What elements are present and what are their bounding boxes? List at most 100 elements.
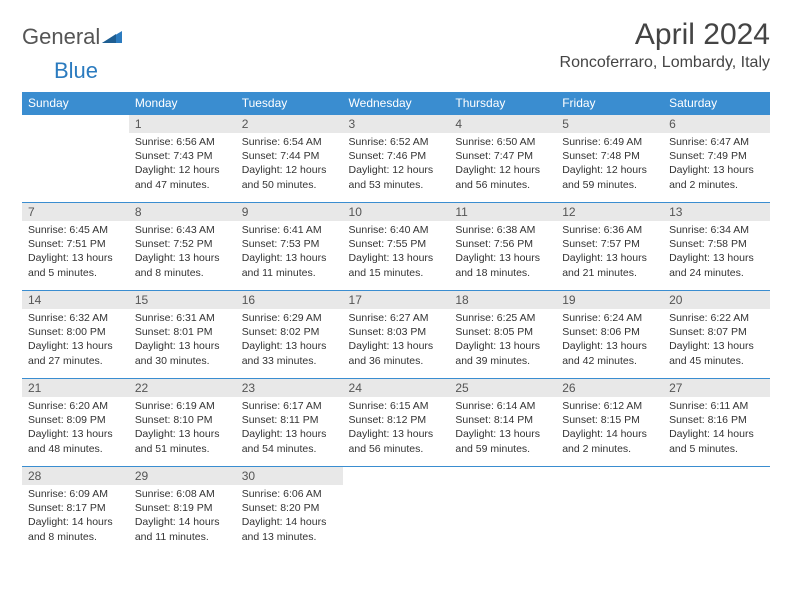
day-number: 1 <box>129 114 236 133</box>
day-line-ss: Sunset: 7:46 PM <box>349 149 444 163</box>
day-line-d1: Daylight: 13 hours <box>135 251 230 265</box>
day-line-sr: Sunrise: 6:47 AM <box>669 135 764 149</box>
day-line-d1: Daylight: 13 hours <box>135 339 230 353</box>
day-line-d1: Daylight: 14 hours <box>28 515 123 529</box>
calendar-day-cell: 13Sunrise: 6:34 AMSunset: 7:58 PMDayligh… <box>663 202 770 290</box>
day-number-empty <box>663 466 770 485</box>
day-line-sr: Sunrise: 6:22 AM <box>669 311 764 325</box>
calendar-day-cell: 22Sunrise: 6:19 AMSunset: 8:10 PMDayligh… <box>129 378 236 466</box>
day-line-d1: Daylight: 13 hours <box>28 427 123 441</box>
month-title: April 2024 <box>560 18 770 52</box>
day-line-d2: and 5 minutes. <box>669 442 764 456</box>
day-line-d2: and 53 minutes. <box>349 178 444 192</box>
day-line-d2: and 5 minutes. <box>28 266 123 280</box>
day-line-d2: and 39 minutes. <box>455 354 550 368</box>
day-details: Sunrise: 6:08 AMSunset: 8:19 PMDaylight:… <box>129 485 236 548</box>
day-line-d2: and 33 minutes. <box>242 354 337 368</box>
day-line-sr: Sunrise: 6:49 AM <box>562 135 657 149</box>
day-details: Sunrise: 6:38 AMSunset: 7:56 PMDaylight:… <box>449 221 556 284</box>
day-line-sr: Sunrise: 6:41 AM <box>242 223 337 237</box>
day-line-d2: and 45 minutes. <box>669 354 764 368</box>
day-line-ss: Sunset: 8:02 PM <box>242 325 337 339</box>
weekday-header: Monday <box>129 92 236 114</box>
day-details: Sunrise: 6:12 AMSunset: 8:15 PMDaylight:… <box>556 397 663 460</box>
day-line-d1: Daylight: 12 hours <box>242 163 337 177</box>
day-line-d1: Daylight: 13 hours <box>562 339 657 353</box>
day-line-d1: Daylight: 14 hours <box>562 427 657 441</box>
day-details: Sunrise: 6:36 AMSunset: 7:57 PMDaylight:… <box>556 221 663 284</box>
day-line-ss: Sunset: 8:09 PM <box>28 413 123 427</box>
calendar-day-cell: 5Sunrise: 6:49 AMSunset: 7:48 PMDaylight… <box>556 114 663 202</box>
day-number: 5 <box>556 114 663 133</box>
day-number: 9 <box>236 202 343 221</box>
calendar-day-cell: 18Sunrise: 6:25 AMSunset: 8:05 PMDayligh… <box>449 290 556 378</box>
day-line-d2: and 59 minutes. <box>455 442 550 456</box>
calendar-week-row: 7Sunrise: 6:45 AMSunset: 7:51 PMDaylight… <box>22 202 770 290</box>
day-line-d2: and 48 minutes. <box>28 442 123 456</box>
calendar-day-cell: 3Sunrise: 6:52 AMSunset: 7:46 PMDaylight… <box>343 114 450 202</box>
day-line-sr: Sunrise: 6:50 AM <box>455 135 550 149</box>
day-details: Sunrise: 6:45 AMSunset: 7:51 PMDaylight:… <box>22 221 129 284</box>
day-details: Sunrise: 6:09 AMSunset: 8:17 PMDaylight:… <box>22 485 129 548</box>
day-line-sr: Sunrise: 6:56 AM <box>135 135 230 149</box>
day-number: 8 <box>129 202 236 221</box>
day-line-ss: Sunset: 7:44 PM <box>242 149 337 163</box>
day-line-d2: and 2 minutes. <box>562 442 657 456</box>
day-line-ss: Sunset: 8:10 PM <box>135 413 230 427</box>
day-line-d1: Daylight: 13 hours <box>349 427 444 441</box>
day-line-ss: Sunset: 8:03 PM <box>349 325 444 339</box>
day-line-d1: Daylight: 13 hours <box>242 339 337 353</box>
day-line-d2: and 21 minutes. <box>562 266 657 280</box>
day-line-sr: Sunrise: 6:19 AM <box>135 399 230 413</box>
day-line-ss: Sunset: 8:07 PM <box>669 325 764 339</box>
day-line-sr: Sunrise: 6:32 AM <box>28 311 123 325</box>
day-details: Sunrise: 6:17 AMSunset: 8:11 PMDaylight:… <box>236 397 343 460</box>
day-line-sr: Sunrise: 6:24 AM <box>562 311 657 325</box>
day-line-d2: and 54 minutes. <box>242 442 337 456</box>
day-line-d1: Daylight: 13 hours <box>242 251 337 265</box>
day-details: Sunrise: 6:06 AMSunset: 8:20 PMDaylight:… <box>236 485 343 548</box>
day-line-d1: Daylight: 13 hours <box>135 427 230 441</box>
day-line-d1: Daylight: 13 hours <box>669 251 764 265</box>
day-line-d2: and 15 minutes. <box>349 266 444 280</box>
day-number: 24 <box>343 378 450 397</box>
day-line-d2: and 24 minutes. <box>669 266 764 280</box>
weekday-header: Sunday <box>22 92 129 114</box>
day-line-d1: Daylight: 12 hours <box>562 163 657 177</box>
day-details: Sunrise: 6:27 AMSunset: 8:03 PMDaylight:… <box>343 309 450 372</box>
day-line-d1: Daylight: 13 hours <box>669 163 764 177</box>
calendar-day-cell: 12Sunrise: 6:36 AMSunset: 7:57 PMDayligh… <box>556 202 663 290</box>
day-line-d2: and 11 minutes. <box>135 530 230 544</box>
day-line-ss: Sunset: 7:57 PM <box>562 237 657 251</box>
day-line-d1: Daylight: 14 hours <box>669 427 764 441</box>
day-line-d2: and 13 minutes. <box>242 530 337 544</box>
day-number: 15 <box>129 290 236 309</box>
logo-text-blue: Blue <box>54 58 98 83</box>
day-line-ss: Sunset: 8:19 PM <box>135 501 230 515</box>
calendar-day-cell <box>22 114 129 202</box>
day-line-d1: Daylight: 13 hours <box>562 251 657 265</box>
day-line-sr: Sunrise: 6:15 AM <box>349 399 444 413</box>
day-line-sr: Sunrise: 6:31 AM <box>135 311 230 325</box>
day-line-d2: and 2 minutes. <box>669 178 764 192</box>
day-details: Sunrise: 6:24 AMSunset: 8:06 PMDaylight:… <box>556 309 663 372</box>
weekday-header: Saturday <box>663 92 770 114</box>
calendar-day-cell: 21Sunrise: 6:20 AMSunset: 8:09 PMDayligh… <box>22 378 129 466</box>
day-line-ss: Sunset: 7:58 PM <box>669 237 764 251</box>
calendar-day-cell: 14Sunrise: 6:32 AMSunset: 8:00 PMDayligh… <box>22 290 129 378</box>
calendar-day-cell: 25Sunrise: 6:14 AMSunset: 8:14 PMDayligh… <box>449 378 556 466</box>
day-line-sr: Sunrise: 6:25 AM <box>455 311 550 325</box>
day-line-d1: Daylight: 13 hours <box>349 251 444 265</box>
day-details: Sunrise: 6:54 AMSunset: 7:44 PMDaylight:… <box>236 133 343 196</box>
day-number: 10 <box>343 202 450 221</box>
calendar-day-cell: 10Sunrise: 6:40 AMSunset: 7:55 PMDayligh… <box>343 202 450 290</box>
day-line-ss: Sunset: 8:00 PM <box>28 325 123 339</box>
calendar-day-cell: 17Sunrise: 6:27 AMSunset: 8:03 PMDayligh… <box>343 290 450 378</box>
day-details: Sunrise: 6:56 AMSunset: 7:43 PMDaylight:… <box>129 133 236 196</box>
day-line-d2: and 56 minutes. <box>455 178 550 192</box>
day-number: 18 <box>449 290 556 309</box>
calendar-week-row: 1Sunrise: 6:56 AMSunset: 7:43 PMDaylight… <box>22 114 770 202</box>
calendar-day-cell <box>663 466 770 554</box>
day-number: 6 <box>663 114 770 133</box>
calendar-day-cell: 9Sunrise: 6:41 AMSunset: 7:53 PMDaylight… <box>236 202 343 290</box>
